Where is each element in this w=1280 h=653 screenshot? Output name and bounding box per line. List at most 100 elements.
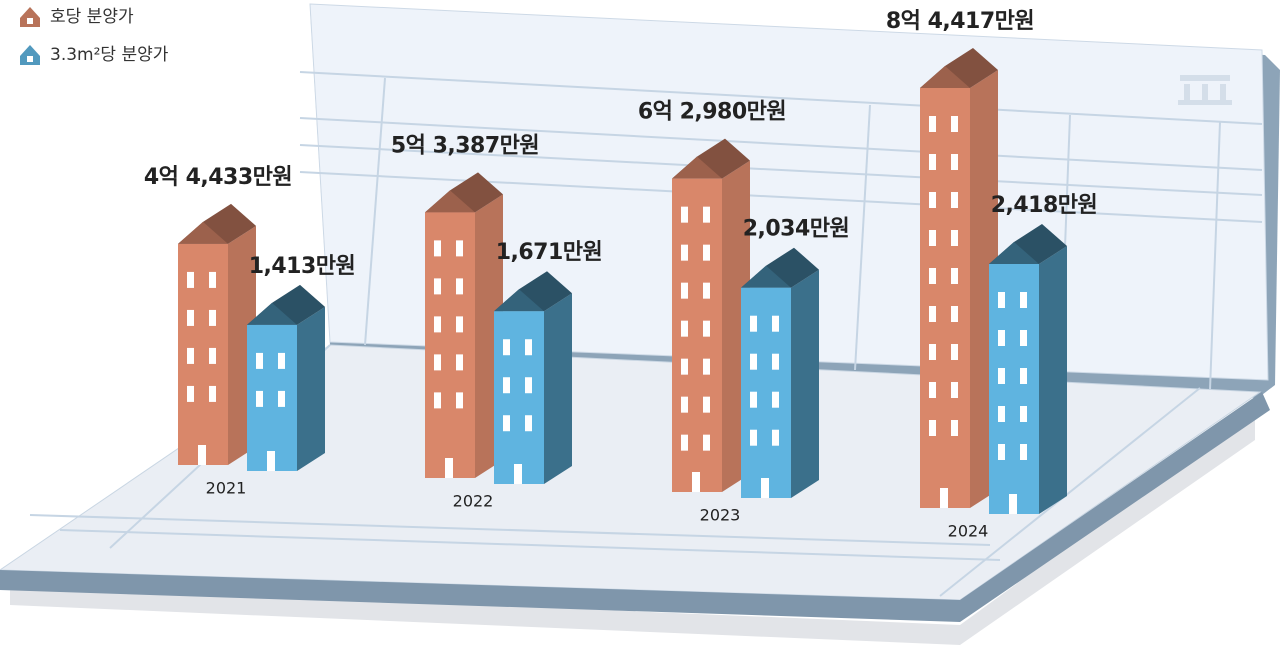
bar	[672, 178, 722, 493]
window	[998, 292, 1005, 308]
window	[772, 315, 779, 332]
window	[703, 206, 710, 223]
window	[750, 315, 757, 332]
door	[198, 445, 206, 465]
window	[929, 116, 936, 132]
building-roof-front	[989, 242, 1039, 264]
window	[929, 154, 936, 170]
window	[681, 396, 688, 413]
door	[761, 478, 769, 498]
building-roof-front	[425, 190, 475, 213]
window	[750, 391, 757, 408]
door	[267, 451, 275, 471]
window	[456, 240, 463, 257]
building-roof-front	[741, 265, 791, 288]
bar	[920, 88, 970, 508]
window	[278, 390, 285, 407]
window	[434, 392, 441, 409]
legend-label: 3.3m²당 분양가	[50, 45, 169, 65]
door	[692, 472, 700, 492]
value-label: 5억 3,387만원	[391, 133, 539, 158]
window	[681, 434, 688, 451]
window	[703, 434, 710, 451]
door	[445, 458, 453, 478]
window	[187, 347, 194, 364]
window	[951, 154, 958, 170]
window	[681, 206, 688, 223]
window	[951, 116, 958, 132]
bar	[425, 212, 475, 478]
window	[750, 429, 757, 446]
value-label: 8억 4,417만원	[886, 9, 1034, 34]
window	[998, 330, 1005, 346]
legend-icon-window	[27, 18, 33, 24]
window	[998, 406, 1005, 422]
x-tick-label: 2021	[206, 479, 247, 498]
window	[929, 268, 936, 284]
value-label: 4억 4,433만원	[144, 165, 292, 190]
window	[750, 353, 757, 370]
building-roof-front	[494, 289, 544, 312]
window	[681, 244, 688, 261]
bar	[741, 287, 791, 498]
window	[434, 316, 441, 333]
window	[187, 309, 194, 326]
legend-icon	[20, 45, 40, 65]
window	[456, 354, 463, 371]
x-tick-label: 2022	[453, 492, 494, 511]
window	[278, 352, 285, 369]
window	[525, 377, 532, 394]
window	[209, 309, 216, 326]
building-roof-front	[672, 156, 722, 179]
legend-icon	[20, 7, 40, 27]
value-label: 1,413만원	[249, 254, 356, 279]
window	[503, 377, 510, 394]
door	[940, 488, 948, 508]
window	[929, 344, 936, 360]
window	[681, 320, 688, 337]
window	[434, 240, 441, 257]
window	[209, 385, 216, 402]
window	[929, 306, 936, 322]
window	[951, 230, 958, 246]
window	[456, 316, 463, 333]
bar	[247, 324, 297, 471]
window	[703, 396, 710, 413]
window	[772, 391, 779, 408]
legend: 호당 분양가 3.3m²당 분양가	[20, 7, 169, 65]
window	[951, 382, 958, 398]
window	[456, 278, 463, 295]
window	[703, 244, 710, 261]
window	[929, 192, 936, 208]
window	[929, 230, 936, 246]
window	[951, 192, 958, 208]
window	[681, 358, 688, 375]
window	[1020, 368, 1027, 384]
window	[1020, 444, 1027, 460]
window	[187, 385, 194, 402]
window	[503, 339, 510, 356]
value-label: 6억 2,980만원	[638, 100, 786, 125]
window	[209, 271, 216, 288]
value-label: 2,034만원	[743, 217, 850, 242]
window	[998, 368, 1005, 384]
bar	[494, 311, 544, 484]
window	[951, 420, 958, 436]
window	[525, 415, 532, 432]
x-tick-label: 2023	[700, 506, 741, 525]
window	[929, 382, 936, 398]
window	[256, 390, 263, 407]
window	[187, 271, 194, 288]
window	[456, 392, 463, 409]
window	[951, 268, 958, 284]
bar	[989, 264, 1039, 514]
building-side	[544, 293, 572, 484]
window	[1020, 330, 1027, 346]
window	[681, 282, 688, 299]
window	[1020, 406, 1027, 422]
window	[703, 358, 710, 375]
window	[772, 353, 779, 370]
value-label: 2,418만원	[991, 193, 1098, 218]
window	[929, 420, 936, 436]
door	[514, 464, 522, 484]
